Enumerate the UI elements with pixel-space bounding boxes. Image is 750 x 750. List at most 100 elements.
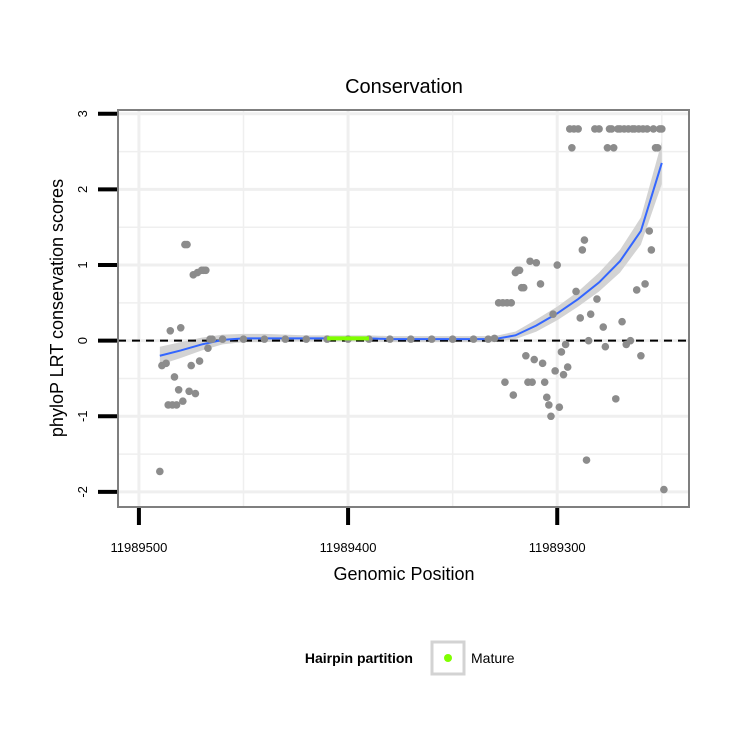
data-point <box>601 342 610 351</box>
data-point <box>557 348 566 356</box>
x-axis-label: Genomic Position <box>333 564 474 584</box>
data-point <box>218 335 227 343</box>
data-point <box>239 335 248 343</box>
data-point <box>208 335 216 343</box>
data-point <box>507 299 516 307</box>
data-point <box>281 335 290 343</box>
data-point <box>185 387 193 396</box>
data-point <box>540 378 549 387</box>
data-point <box>528 378 536 387</box>
x-axis: 11989500 11989400 11989300 <box>110 508 586 555</box>
data-point <box>515 266 524 275</box>
data-point <box>599 323 608 331</box>
x-tick-label: 11989300 <box>529 540 586 555</box>
data-point <box>611 395 620 403</box>
data-point <box>166 327 175 335</box>
data-point <box>547 412 555 421</box>
data-point <box>658 125 666 133</box>
data-point <box>645 227 654 235</box>
data-point <box>609 144 618 152</box>
data-point <box>568 144 576 152</box>
data-point <box>626 336 635 345</box>
data-point <box>156 467 164 476</box>
data-point <box>172 401 181 409</box>
x-tick-label: 11989500 <box>110 540 167 555</box>
data-point <box>618 317 626 326</box>
data-point <box>183 240 191 249</box>
y-axis: -2 -1 0 1 2 3 <box>75 110 117 498</box>
data-point <box>545 401 553 409</box>
smooth-line <box>159 162 663 357</box>
data-point <box>576 314 585 322</box>
data-point <box>187 361 196 370</box>
data-point <box>660 485 668 494</box>
data-point <box>260 335 269 343</box>
ribbon-band <box>159 141 662 365</box>
data-point <box>532 258 541 267</box>
data-point <box>643 125 651 133</box>
data-point <box>407 335 415 343</box>
legend-dot-mature <box>444 654 452 662</box>
data-point <box>195 357 204 365</box>
data-point <box>584 336 593 345</box>
data-point <box>595 125 603 133</box>
x-tick-label: 11989400 <box>320 540 377 555</box>
data-point <box>563 363 572 371</box>
data-point <box>526 257 534 266</box>
data-point <box>649 125 658 133</box>
data-point <box>582 456 591 464</box>
data-point <box>448 335 457 343</box>
legend-label-mature: Mature <box>471 650 515 666</box>
data-point <box>603 144 612 152</box>
data-point <box>484 335 493 343</box>
data-point <box>542 393 551 402</box>
data-point <box>586 310 595 318</box>
y-tick-label: -2 <box>75 486 90 498</box>
y-tick-label: 3 <box>75 110 90 117</box>
data-point <box>536 280 545 288</box>
data-point <box>538 359 547 368</box>
data-point <box>170 373 179 381</box>
data-point <box>179 397 187 405</box>
y-axis-label: phyloP LRT conservation scores <box>47 179 67 437</box>
data-point <box>162 359 170 368</box>
y-tick-label: 2 <box>75 186 90 193</box>
data-point <box>191 389 200 398</box>
data-point <box>559 370 568 379</box>
data-point <box>580 236 589 244</box>
data-point <box>302 335 311 343</box>
data-point <box>176 323 185 332</box>
score-points <box>156 125 668 494</box>
data-point <box>632 286 641 294</box>
data-point <box>641 280 649 288</box>
data-point <box>204 344 212 353</box>
data-point <box>501 378 509 387</box>
plot-panel-border <box>117 109 690 508</box>
smooth-trend-line <box>159 162 663 357</box>
data-point <box>561 340 570 349</box>
data-point <box>653 144 662 152</box>
data-point <box>522 351 530 360</box>
chart-title: Conservation <box>345 76 463 98</box>
data-point <box>551 367 559 375</box>
data-point <box>593 295 601 303</box>
data-point <box>607 125 616 133</box>
data-point <box>647 246 656 254</box>
data-point <box>555 403 564 411</box>
legend-title: Hairpin partition <box>305 650 413 666</box>
y-tick-label: 1 <box>75 261 90 268</box>
data-point <box>174 385 183 394</box>
data-point <box>574 125 582 133</box>
data-point <box>386 335 394 343</box>
y-tick-label: -1 <box>75 410 90 422</box>
grid-lines <box>118 110 689 507</box>
data-point <box>469 335 478 343</box>
data-point <box>427 335 436 343</box>
data-point <box>578 246 587 254</box>
data-point <box>519 283 528 292</box>
data-point <box>509 391 518 399</box>
data-point <box>637 351 645 360</box>
data-point <box>490 334 499 343</box>
legend: Hairpin partition Mature <box>305 640 515 676</box>
